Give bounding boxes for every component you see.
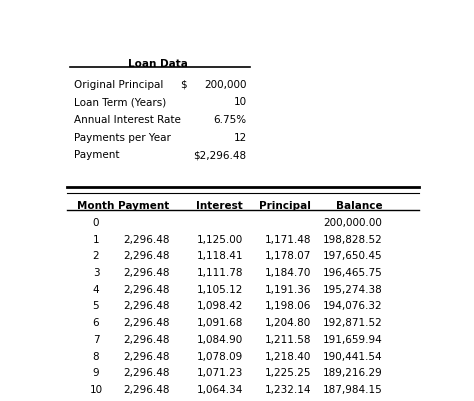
Text: 1,191.36: 1,191.36 — [264, 284, 311, 294]
Text: 5: 5 — [93, 301, 99, 311]
Text: Month: Month — [77, 200, 115, 210]
Text: 197,650.45: 197,650.45 — [323, 251, 383, 261]
Text: Loan Term (Years): Loan Term (Years) — [74, 97, 166, 107]
Text: 1,198.06: 1,198.06 — [264, 301, 311, 311]
Text: 2,296.48: 2,296.48 — [123, 317, 169, 327]
Text: 198,828.52: 198,828.52 — [323, 234, 383, 244]
Text: $2,296.48: $2,296.48 — [193, 150, 246, 160]
Text: 2,296.48: 2,296.48 — [123, 284, 169, 294]
Text: 1,064.34: 1,064.34 — [197, 384, 243, 394]
Text: 190,441.54: 190,441.54 — [323, 351, 383, 360]
Text: 1: 1 — [93, 234, 99, 244]
Text: 1,218.40: 1,218.40 — [264, 351, 311, 360]
Text: 200,000: 200,000 — [204, 80, 246, 89]
Text: 195,274.38: 195,274.38 — [323, 284, 383, 294]
Text: 191,659.94: 191,659.94 — [323, 334, 383, 344]
Text: 0: 0 — [93, 217, 99, 227]
Text: 1,111.78: 1,111.78 — [196, 267, 243, 277]
Text: 1,204.80: 1,204.80 — [264, 317, 311, 327]
Text: 3: 3 — [93, 267, 99, 277]
Text: Loan Data: Loan Data — [128, 59, 188, 69]
Text: 2,296.48: 2,296.48 — [123, 267, 169, 277]
Text: 2,296.48: 2,296.48 — [123, 334, 169, 344]
Text: 2,296.48: 2,296.48 — [123, 351, 169, 360]
Text: Interest: Interest — [196, 200, 243, 210]
Text: $: $ — [181, 80, 187, 89]
Text: 7: 7 — [93, 334, 99, 344]
Text: 1,225.25: 1,225.25 — [264, 367, 311, 377]
Text: 8: 8 — [93, 351, 99, 360]
Text: 10: 10 — [234, 97, 246, 107]
Text: 200,000.00: 200,000.00 — [324, 217, 383, 227]
Text: 1,125.00: 1,125.00 — [197, 234, 243, 244]
Text: Annual Interest Rate: Annual Interest Rate — [74, 115, 181, 125]
Text: 196,465.75: 196,465.75 — [323, 267, 383, 277]
Text: 4: 4 — [93, 284, 99, 294]
Text: 12: 12 — [233, 132, 246, 142]
Text: 192,871.52: 192,871.52 — [323, 317, 383, 327]
Text: 1,232.14: 1,232.14 — [264, 384, 311, 394]
Text: Principal: Principal — [259, 200, 311, 210]
Text: 189,216.29: 189,216.29 — [323, 367, 383, 377]
Text: 1,211.58: 1,211.58 — [264, 334, 311, 344]
Text: 2,296.48: 2,296.48 — [123, 251, 169, 261]
Text: 2,296.48: 2,296.48 — [123, 234, 169, 244]
Text: 6: 6 — [93, 317, 99, 327]
Text: 9: 9 — [93, 367, 99, 377]
Text: 2,296.48: 2,296.48 — [123, 367, 169, 377]
Text: Payment: Payment — [74, 150, 119, 160]
Text: 1,084.90: 1,084.90 — [197, 334, 243, 344]
Text: 1,091.68: 1,091.68 — [197, 317, 243, 327]
Text: 1,118.41: 1,118.41 — [196, 251, 243, 261]
Text: 1,178.07: 1,178.07 — [264, 251, 311, 261]
Text: 2: 2 — [93, 251, 99, 261]
Text: 1,105.12: 1,105.12 — [197, 284, 243, 294]
Text: 2,296.48: 2,296.48 — [123, 384, 169, 394]
Text: 1,078.09: 1,078.09 — [197, 351, 243, 360]
Text: Payments per Year: Payments per Year — [74, 132, 171, 142]
Text: 6.75%: 6.75% — [213, 115, 246, 125]
Text: 1,184.70: 1,184.70 — [264, 267, 311, 277]
Text: 1,071.23: 1,071.23 — [197, 367, 243, 377]
Text: 10: 10 — [90, 384, 102, 394]
Text: 2,296.48: 2,296.48 — [123, 301, 169, 311]
Text: 1,171.48: 1,171.48 — [264, 234, 311, 244]
Text: Original Principal: Original Principal — [74, 80, 164, 89]
Text: 187,984.15: 187,984.15 — [323, 384, 383, 394]
Text: 1,098.42: 1,098.42 — [197, 301, 243, 311]
Text: Payment: Payment — [118, 200, 169, 210]
Text: 194,076.32: 194,076.32 — [323, 301, 383, 311]
Text: Balance: Balance — [336, 200, 383, 210]
